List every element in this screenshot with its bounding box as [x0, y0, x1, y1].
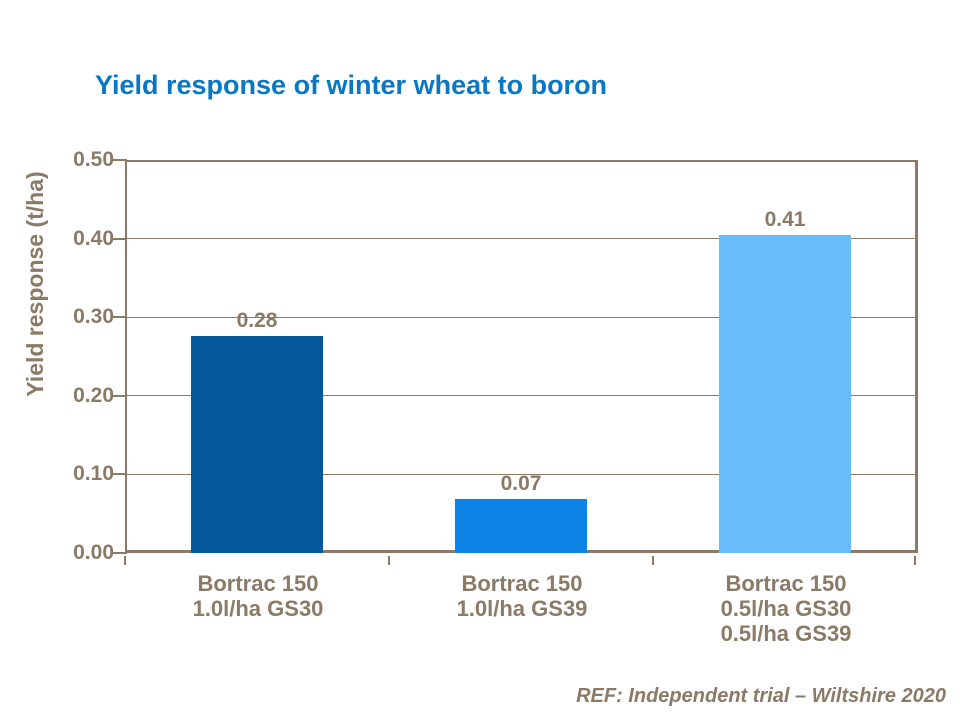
gridline-0-40 — [127, 238, 915, 239]
y-tick — [113, 316, 127, 318]
category-line: Bortrac 150 — [461, 571, 583, 596]
y-tick — [113, 159, 127, 161]
y-tick — [113, 238, 127, 240]
x-tick — [124, 556, 126, 565]
category-line: 1.0l/ha GS30 — [192, 596, 324, 621]
y-tick-label: 0.20 — [73, 384, 114, 407]
reference-note: REF: Independent trial – Wiltshire 2020 — [576, 685, 946, 707]
gridline-0-30 — [127, 317, 915, 318]
y-tick-label: 0.00 — [73, 541, 114, 564]
y-axis-title: Yield response (t/ha) — [22, 171, 48, 397]
x-tick — [652, 556, 654, 565]
x-category-label: Bortrac 150 1.0l/ha GS39 — [390, 571, 654, 621]
bar-value-label: 0.28 — [236, 309, 278, 332]
y-tick-label: 0.30 — [73, 305, 114, 328]
category-line: 0.5l/ha GS39 — [720, 621, 852, 646]
y-tick-label: 0.50 — [73, 148, 114, 171]
category-line: Bortrac 150 — [197, 571, 319, 596]
x-tick — [388, 556, 390, 565]
y-tick-label: 0.40 — [73, 227, 114, 250]
bar — [191, 336, 323, 553]
bar — [719, 235, 851, 553]
x-category-label: Bortrac 150 1.0l/ha GS30 — [126, 571, 390, 621]
x-category-label: Bortrac 150 0.5l/ha GS30 0.5l/ha GS39 — [654, 571, 918, 646]
category-line: 1.0l/ha GS39 — [456, 596, 588, 621]
y-tick-label: 0.10 — [73, 462, 114, 485]
x-tick — [914, 556, 916, 565]
y-tick — [113, 552, 127, 554]
gridline-0-10 — [127, 474, 915, 475]
bar-value-label: 0.07 — [500, 472, 542, 495]
gridline-0-20 — [127, 395, 915, 396]
bar-value-label: 0.41 — [764, 208, 806, 231]
y-tick — [113, 473, 127, 475]
y-tick — [113, 395, 127, 397]
bar — [455, 499, 587, 553]
category-line: 0.5l/ha GS30 — [720, 596, 852, 621]
category-line: Bortrac 150 — [725, 571, 847, 596]
chart-title: Yield response of winter wheat to boron — [95, 70, 608, 100]
